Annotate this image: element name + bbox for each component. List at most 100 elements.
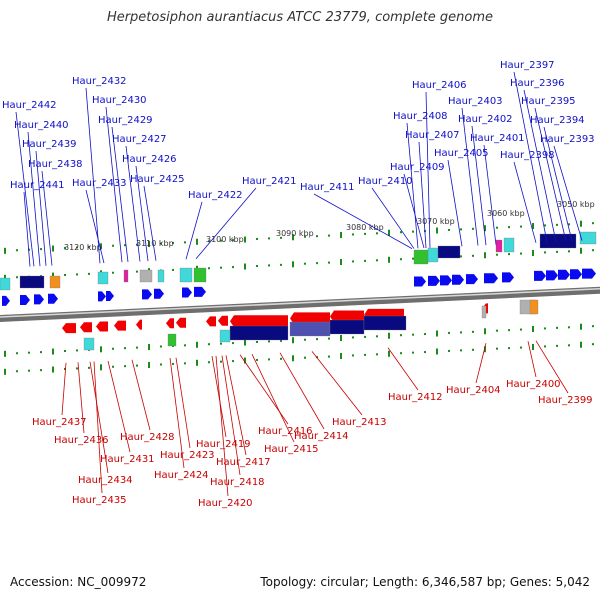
tick-mark <box>100 243 102 250</box>
forward-gene-label[interactable]: Haur_2421 <box>242 176 297 187</box>
forward-gene-label[interactable]: Haur_2409 <box>390 162 445 173</box>
forward-gene-label[interactable]: Haur_2398 <box>500 150 555 161</box>
domain-box <box>123 269 129 283</box>
forward-gene-arrow[interactable] <box>414 276 426 287</box>
reverse-gene-label[interactable]: Haur_2424 <box>154 470 209 481</box>
forward-gene-arrow[interactable] <box>502 272 514 283</box>
forward-gene-label[interactable]: Haur_2442 <box>2 100 57 111</box>
forward-gene-label[interactable]: Haur_2432 <box>72 76 127 87</box>
forward-gene-arrow[interactable] <box>106 291 114 302</box>
forward-gene-label[interactable]: Haur_2402 <box>458 114 513 125</box>
forward-gene-label[interactable]: Haur_2429 <box>98 115 153 126</box>
forward-gene-arrow[interactable] <box>466 274 478 285</box>
reverse-gene-arrow[interactable] <box>80 322 92 333</box>
forward-gene-label[interactable]: Haur_2430 <box>92 95 147 106</box>
reverse-gene-label[interactable]: Haur_2417 <box>216 457 271 468</box>
forward-gene-arrow[interactable] <box>558 269 570 280</box>
reverse-gene-label[interactable]: Haur_2413 <box>332 417 387 428</box>
forward-gene-arrow[interactable] <box>154 288 164 299</box>
forward-gene-arrow[interactable] <box>440 275 452 286</box>
forward-gene-label[interactable]: Haur_2427 <box>112 134 167 145</box>
reverse-gene-label[interactable]: Haur_2420 <box>198 498 253 509</box>
forward-gene-arrow[interactable] <box>428 275 440 286</box>
forward-gene-label[interactable]: Haur_2438 <box>28 159 83 170</box>
forward-gene-label[interactable]: Haur_2408 <box>393 111 448 122</box>
forward-gene-label[interactable]: Haur_2403 <box>448 96 503 107</box>
tick-mark <box>520 346 522 349</box>
reverse-gene-label[interactable]: Haur_2412 <box>388 392 443 403</box>
reverse-gene-label[interactable]: Haur_2416 <box>258 426 313 437</box>
forward-gene-arrow[interactable] <box>570 269 582 280</box>
tick-mark <box>304 356 306 359</box>
forward-gene-label[interactable]: Haur_2396 <box>510 78 565 89</box>
reverse-gene-label[interactable]: Haur_2437 <box>32 417 87 428</box>
reverse-gene-label[interactable]: Haur_2414 <box>294 431 349 442</box>
reverse-gene-label[interactable]: Haur_2428 <box>120 432 175 443</box>
reverse-gene-label[interactable]: Haur_2404 <box>446 385 501 396</box>
reverse-gene-arrow[interactable] <box>218 315 228 326</box>
forward-gene-label[interactable]: Haur_2395 <box>521 96 576 107</box>
reverse-gene-label[interactable]: Haur_2418 <box>210 477 265 488</box>
forward-gene-label[interactable]: Haur_2394 <box>530 115 585 126</box>
forward-gene-arrow[interactable] <box>20 295 30 306</box>
reverse-gene-arrow[interactable] <box>96 321 108 332</box>
forward-gene-label[interactable]: Haur_2406 <box>412 80 467 91</box>
forward-gene-arrow[interactable] <box>2 295 10 306</box>
reverse-gene-arrow[interactable] <box>166 318 174 329</box>
forward-gene-arrow[interactable] <box>182 287 192 298</box>
forward-gene-label[interactable]: Haur_2393 <box>540 134 595 145</box>
reverse-gene-label[interactable]: Haur_2415 <box>264 444 319 455</box>
forward-gene-label[interactable]: Haur_2397 <box>500 60 555 71</box>
domain-box <box>0 277 11 291</box>
forward-gene-arrow[interactable] <box>582 268 596 279</box>
reverse-gene-label[interactable]: Haur_2400 <box>506 379 561 390</box>
reverse-gene-arrow[interactable] <box>330 310 364 323</box>
forward-gene-label[interactable]: Haur_2440 <box>14 120 69 131</box>
forward-gene-arrow[interactable] <box>98 291 106 302</box>
tick-mark <box>280 263 282 266</box>
forward-gene-arrow[interactable] <box>194 286 206 297</box>
reverse-gene-label[interactable]: Haur_2399 <box>538 395 593 406</box>
label-leader-line <box>513 71 548 243</box>
forward-gene-arrow[interactable] <box>546 270 558 281</box>
forward-gene-label[interactable]: Haur_2426 <box>122 154 177 165</box>
forward-gene-arrow[interactable] <box>34 294 44 305</box>
reverse-gene-arrow[interactable] <box>136 319 142 330</box>
forward-gene-label[interactable]: Haur_2433 <box>72 178 127 189</box>
reverse-gene-label[interactable]: Haur_2431 <box>100 454 155 465</box>
reverse-gene-arrow[interactable] <box>62 323 76 334</box>
forward-gene-arrow[interactable] <box>534 270 546 281</box>
reverse-gene-label[interactable]: Haur_2434 <box>78 475 133 486</box>
forward-gene-label[interactable]: Haur_2401 <box>470 133 525 144</box>
reverse-gene-arrow[interactable] <box>206 316 216 327</box>
forward-gene-label[interactable]: Haur_2411 <box>300 182 355 193</box>
reverse-gene-arrow[interactable] <box>230 315 288 328</box>
tick-mark <box>4 274 6 281</box>
tick-mark <box>412 351 414 354</box>
reverse-gene-label[interactable]: Haur_2435 <box>72 495 127 506</box>
forward-gene-label[interactable]: Haur_2441 <box>10 180 65 191</box>
forward-gene-arrow[interactable] <box>48 293 58 304</box>
label-leader-line <box>175 357 191 449</box>
reverse-gene-label[interactable]: Haur_2436 <box>54 435 109 446</box>
forward-gene-label[interactable]: Haur_2407 <box>405 130 460 141</box>
tick-mark <box>88 272 90 275</box>
label-leader-line <box>185 201 203 260</box>
tick-mark <box>376 232 378 235</box>
forward-gene-label[interactable]: Haur_2410 <box>358 176 413 187</box>
forward-gene-label[interactable]: Haur_2439 <box>22 139 77 150</box>
forward-gene-arrow[interactable] <box>452 274 464 285</box>
tick-mark <box>352 336 354 339</box>
tick-mark <box>280 357 282 360</box>
reverse-gene-arrow[interactable] <box>176 317 186 328</box>
reverse-gene-label[interactable]: Haur_2423 <box>160 450 215 461</box>
forward-gene-arrow[interactable] <box>484 273 498 284</box>
forward-gene-arrow[interactable] <box>142 289 152 300</box>
reverse-gene-arrow[interactable] <box>290 312 330 325</box>
forward-gene-label[interactable]: Haur_2425 <box>130 174 185 185</box>
forward-gene-label[interactable]: Haur_2422 <box>188 190 243 201</box>
tick-mark <box>172 362 174 365</box>
forward-gene-label[interactable]: Haur_2405 <box>434 148 489 159</box>
reverse-gene-arrow[interactable] <box>114 320 126 331</box>
